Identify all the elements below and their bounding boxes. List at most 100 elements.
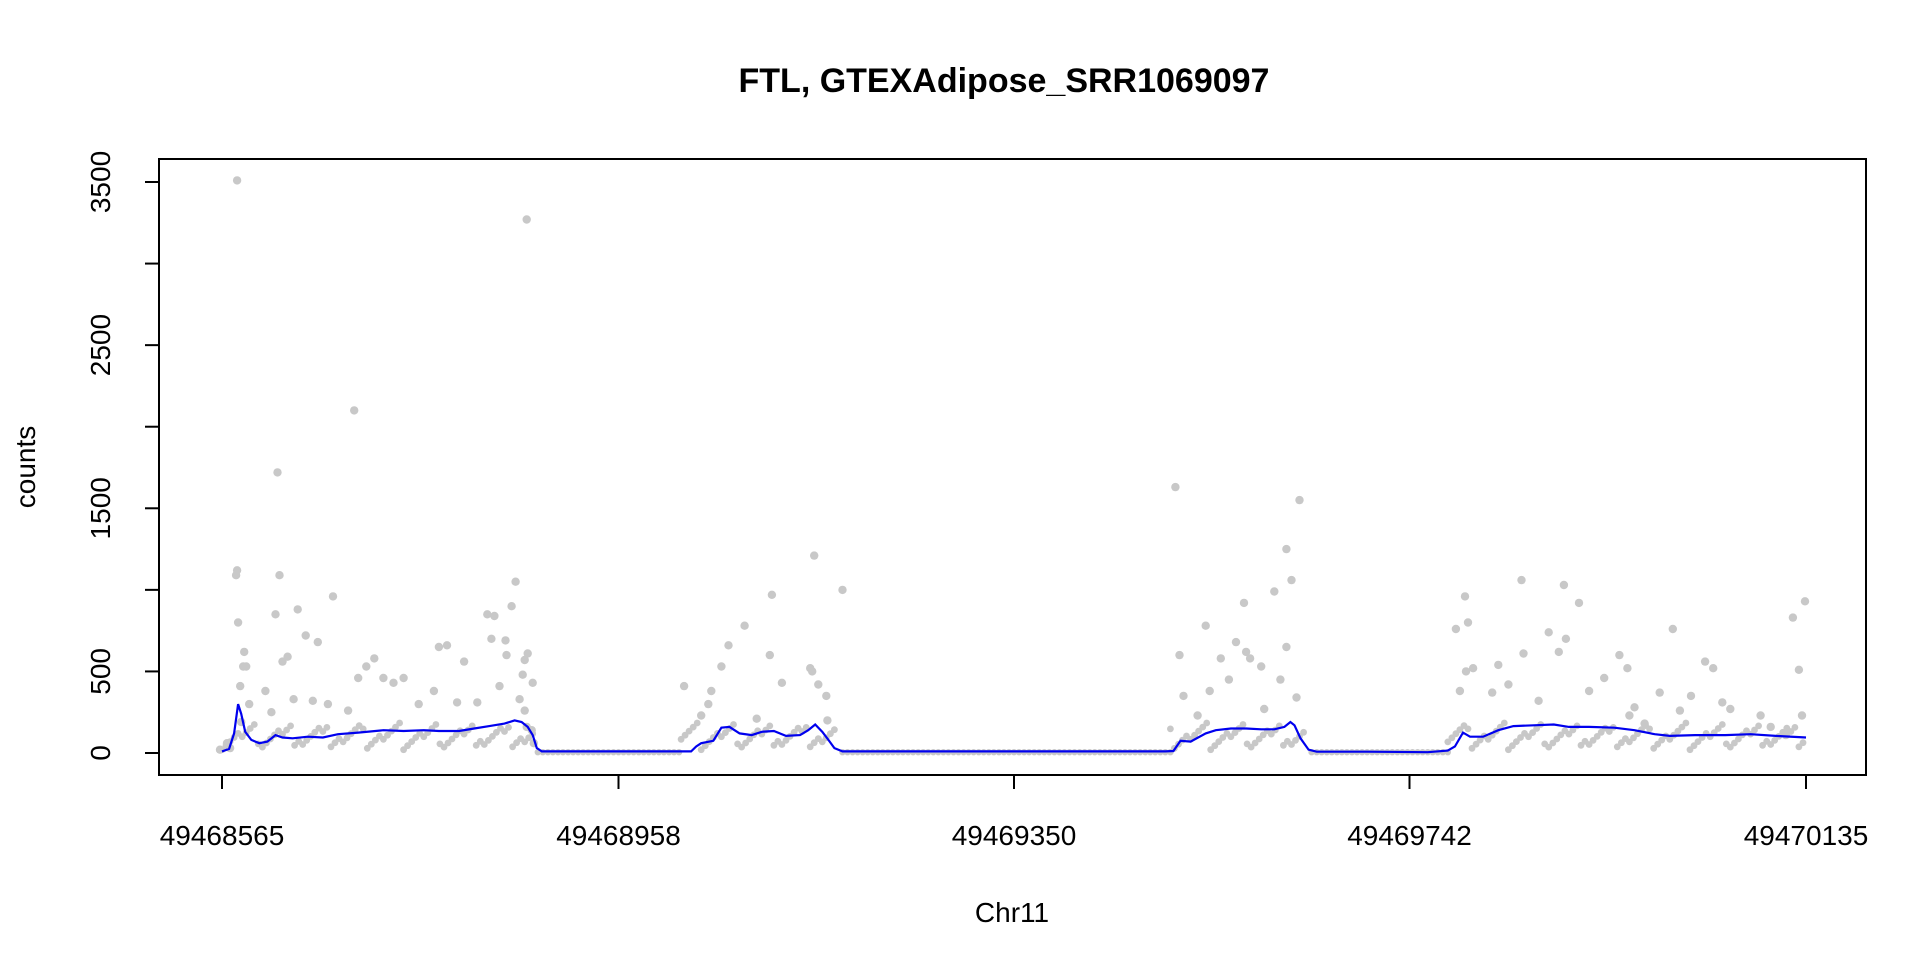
scatter-point: [289, 695, 298, 704]
scatter-point: [766, 722, 774, 730]
scatter-point: [1287, 575, 1296, 585]
scatter-point: [232, 176, 242, 185]
x-tick-label: 49468958: [556, 820, 681, 851]
scatter-point: [515, 695, 524, 704]
scatter-point: [1615, 650, 1624, 660]
scatter-point: [740, 621, 749, 630]
scatter-point: [328, 592, 338, 601]
scatter-point: [810, 551, 819, 560]
scatter-point: [1171, 482, 1180, 492]
scatter-point: [261, 686, 270, 696]
scatter-point: [250, 721, 258, 728]
scatter-point: [1500, 719, 1508, 727]
plot-frame: [158, 158, 1867, 776]
y-axis: 0 500 1500 2500 3500: [85, 151, 160, 761]
scatter-point: [822, 691, 831, 701]
scatter-point: [838, 585, 847, 595]
scatter-point: [1718, 698, 1727, 707]
scatter-point: [1463, 618, 1473, 627]
scatter-point: [520, 655, 529, 665]
scatter-point: [511, 577, 520, 586]
scatter-point: [814, 680, 823, 689]
smoothed-trend-line: [221, 703, 1807, 754]
scatter-point: [414, 699, 423, 709]
scatter-point: [432, 721, 440, 728]
x-axis: 49468565 49468958 49469350 49469742 49470135: [160, 774, 1868, 851]
scatter-point: [1193, 711, 1202, 720]
x-tick-label: 49468565: [160, 820, 285, 851]
x-axis-label: Chr11: [975, 897, 1049, 928]
scatter-point: [1504, 680, 1513, 689]
scatter-point: [1675, 706, 1685, 715]
x-tick-label: 49469742: [1347, 820, 1472, 851]
chart-title: FTL, GTEXAdipose_SRR1069097: [739, 62, 1270, 100]
scatter-point: [236, 681, 245, 691]
scatter-point: [1600, 673, 1609, 683]
y-tick-label: 2500: [85, 314, 116, 376]
scatter-points: [215, 176, 1810, 756]
scatter-point: [507, 602, 516, 611]
scatter-point: [354, 673, 363, 683]
scatter-point: [502, 650, 511, 660]
scatter-point: [323, 724, 331, 731]
scatter-point: [293, 605, 302, 614]
scatter-point: [399, 673, 408, 683]
scatter-point: [459, 657, 469, 666]
scatter-point: [1517, 575, 1526, 585]
scatter-point: [396, 719, 403, 727]
scatter-point: [1781, 730, 1791, 740]
scatter-point: [1791, 724, 1799, 731]
scatter-point: [501, 636, 510, 645]
scatter-point: [1630, 703, 1639, 712]
scatter-point: [1700, 657, 1710, 666]
scatter-point: [343, 706, 353, 715]
scatter-point: [1559, 580, 1569, 590]
scatter-point: [1461, 667, 1471, 676]
scatter-point: [283, 652, 292, 661]
scatter-point: [1640, 719, 1649, 728]
scatter-point: [271, 610, 280, 619]
scatter-point: [765, 650, 774, 660]
scatter-point: [679, 681, 689, 691]
scatter-point: [1201, 621, 1210, 630]
scatter-point: [231, 571, 241, 580]
scatter-point: [275, 571, 284, 580]
scatter-point: [1241, 647, 1251, 657]
scatter-point: [1455, 686, 1465, 696]
scatter-point: [442, 641, 452, 650]
scatter-point: [233, 618, 243, 627]
scatter-point: [370, 654, 379, 663]
scatter-point: [1766, 722, 1775, 732]
scatter-point: [452, 698, 462, 707]
scatter-point: [1726, 704, 1735, 714]
scatter-point: [523, 649, 532, 658]
scatter-point: [1682, 719, 1690, 727]
scatter-point: [434, 642, 444, 652]
scatter-point: [1224, 675, 1234, 684]
scatter-point: [245, 699, 254, 709]
scatter-point: [379, 673, 388, 683]
scatter-point: [717, 662, 726, 671]
scatter-point: [1718, 721, 1726, 728]
scatter-point: [1468, 664, 1478, 673]
scatter-point: [1655, 688, 1664, 697]
scatter-point: [1231, 637, 1241, 647]
scatter-point: [767, 590, 777, 599]
scatter-point: [1800, 597, 1810, 606]
scatter-point: [1282, 642, 1291, 652]
scatter-point: [1799, 739, 1807, 747]
scatter-point: [697, 711, 706, 720]
scatter-point: [1451, 624, 1461, 634]
scatter-point: [490, 611, 499, 621]
scatter-point: [505, 724, 512, 731]
scatter-point: [1646, 725, 1653, 733]
scatter-point: [518, 670, 527, 679]
scatter-point: [1709, 664, 1718, 673]
scatter-point: [308, 696, 317, 705]
scatter-point: [1623, 664, 1632, 673]
scatter-point: [487, 634, 496, 643]
scatter-point: [1216, 654, 1226, 663]
x-tick-label: 49469350: [952, 820, 1077, 851]
scatter-point: [1686, 691, 1696, 701]
scatter-point: [693, 719, 701, 727]
